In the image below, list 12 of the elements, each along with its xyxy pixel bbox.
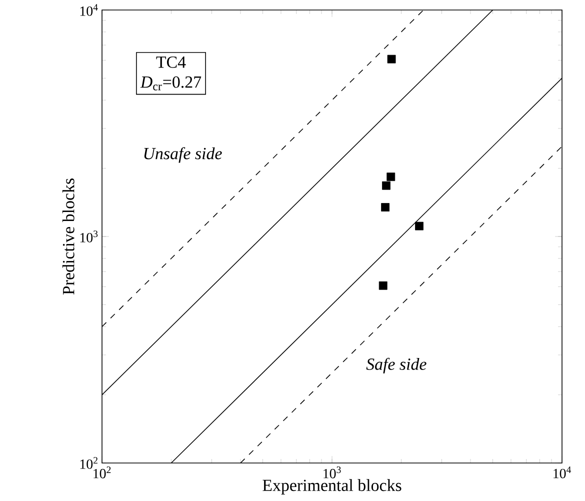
y-tick-label: 10$^{2}$ [80, 457, 98, 469]
annotation: Safe side [366, 358, 426, 374]
y-axis-title: Predictive blocks [62, 178, 74, 295]
annotation: D$_{cr}$=0.27 [140, 76, 202, 90]
x-tick-label: 10$^{4}$ [554, 466, 572, 478]
annotation: Unsafe side [144, 147, 222, 163]
x-tick-label: 10$^{2}$ [94, 466, 111, 478]
annotation: TC4 [156, 56, 186, 68]
x-tick-label: 10$^{3}$ [324, 466, 341, 478]
y-tick-label: 10$^{4}$ [80, 4, 98, 16]
y-tick-label: 10$^{3}$ [80, 230, 98, 242]
x-axis-title: Experimental blocks [262, 479, 402, 495]
